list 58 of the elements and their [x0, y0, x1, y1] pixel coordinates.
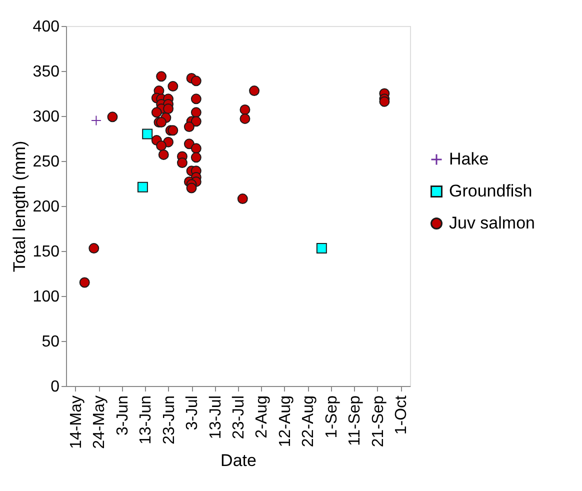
point [156, 117, 167, 128]
point [158, 149, 169, 160]
point [156, 71, 167, 82]
point [88, 243, 100, 254]
point [240, 104, 250, 115]
x-tick-label: 14-May [68, 396, 85, 449]
point [90, 115, 102, 126]
point [237, 194, 248, 204]
point [142, 128, 153, 140]
x-tick-label: 13-Jun [138, 396, 155, 444]
x-tick-label: 3-Jul [184, 396, 202, 430]
x-axis-title: Date [220, 450, 256, 470]
x-tick-label: 1-Sep [323, 395, 340, 438]
point [190, 152, 202, 163]
y-tick-label: 400 [32, 18, 60, 36]
x-tick-label: 1-Oct [393, 394, 410, 435]
point [190, 76, 202, 86]
point [79, 277, 90, 288]
point [184, 122, 194, 132]
y-axis-title: Total length (mm) [10, 140, 29, 272]
x-tick-label: 12-Aug [276, 396, 294, 448]
point [186, 182, 197, 194]
point [168, 125, 178, 136]
y-tick-label: 50 [42, 334, 60, 350]
legend-label: Groundfish [449, 182, 532, 200]
point [107, 112, 118, 122]
point [168, 81, 178, 92]
point [190, 94, 202, 104]
point [151, 107, 162, 118]
x-tick-label: 21-Sep [370, 395, 387, 448]
point [190, 107, 202, 118]
legend-label: Juv salmon [449, 214, 535, 232]
point [137, 182, 148, 192]
x-tick-label: 24-May [91, 396, 108, 449]
y-tick-label: 250 [32, 154, 60, 170]
point [190, 143, 202, 154]
point [379, 96, 390, 107]
point [316, 243, 327, 254]
y-tick-label: 0 [50, 378, 60, 396]
y-tick-label: 200 [32, 198, 60, 216]
y-tick-label: 150 [32, 244, 60, 260]
point [249, 86, 260, 96]
point [190, 116, 202, 127]
y-tick-label: 350 [32, 64, 60, 80]
x-tick-label: 13-Jul [207, 396, 224, 440]
point [240, 113, 250, 124]
legend-label: Hake [449, 150, 489, 168]
y-tick-label: 300 [32, 108, 60, 126]
x-tick-label: 3-Jun [114, 396, 132, 436]
x-tick-label: 2-Aug [254, 396, 271, 438]
point [156, 140, 167, 151]
x-tick-label: 22-Aug [300, 396, 318, 448]
point [163, 104, 174, 114]
point [176, 158, 188, 168]
x-tick-label: 11-Sep [346, 395, 364, 446]
x-tick-label: 23-Jun [160, 396, 178, 444]
y-tick-label: 100 [32, 288, 60, 306]
x-tick-label: 23-Jul [230, 396, 248, 440]
